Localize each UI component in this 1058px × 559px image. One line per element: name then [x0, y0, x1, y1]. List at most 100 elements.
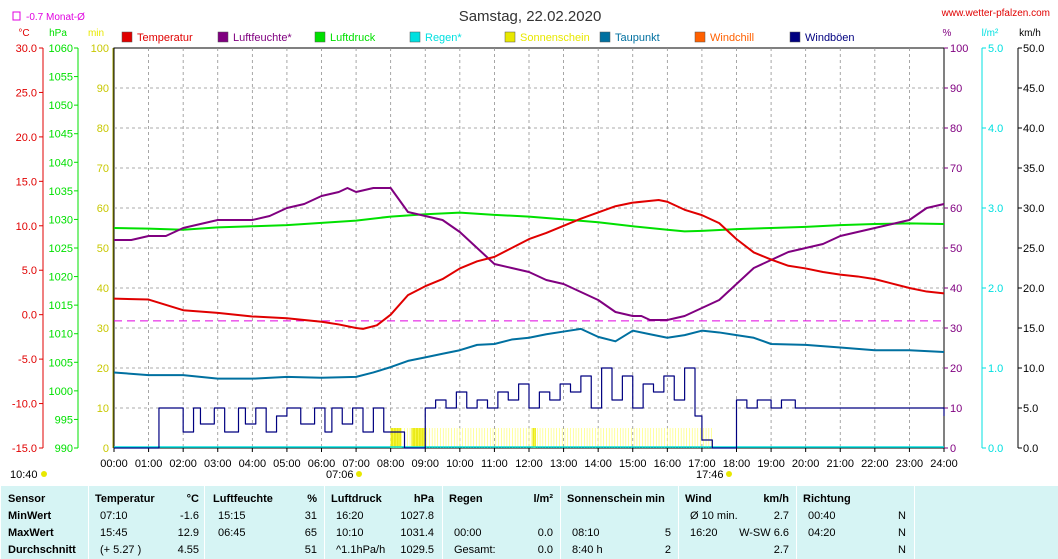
tick-wind: 25.0: [1023, 243, 1044, 255]
summary-column: [0, 486, 89, 559]
weather-chart: Samstag, 22.02.2020 www.wetter-pfalzen.c…: [10, 8, 1050, 481]
legend-swatch: [409, 31, 421, 43]
tick-press: 990: [55, 443, 73, 455]
hdr-dir: Richtung: [803, 493, 851, 505]
tick-hum: 60: [950, 203, 962, 215]
hum-val: 65: [304, 527, 317, 539]
summary-column: [442, 486, 561, 559]
sunrise-time: 07:06: [326, 469, 354, 481]
legend-swatch: [789, 31, 801, 43]
hum-time: 06:45: [218, 527, 246, 539]
hdr-sun: Sonnenschein min: [567, 493, 665, 505]
legend: Temperatur Luftfeuchte* Luftdruck Regen* Son…: [121, 31, 855, 44]
dir-time: 00:40: [808, 510, 836, 522]
tick-press: 1005: [49, 357, 73, 369]
rain-time: Gesamt:: [454, 544, 496, 556]
temp-val: 4.55: [177, 544, 199, 556]
press-val: 1031.4: [400, 527, 434, 539]
tick-x: 04:00: [239, 458, 267, 470]
tick-wind: 15.0: [1023, 323, 1044, 335]
tick-x: 03:00: [204, 458, 232, 470]
tick-hum: 30: [950, 323, 962, 335]
unit-press: hPa: [49, 28, 67, 39]
axis-ticks: 30.0 25.0 20.0 15.0 10.0 5.0 0.0 -5.0 -10.0 -15.0…: [12, 43, 1045, 470]
tick-x: 05:00: [273, 458, 301, 470]
legend-item: Sonnenschein: [504, 31, 590, 44]
tick-sun: 40: [97, 283, 109, 295]
tick-wind: 20.0: [1023, 283, 1044, 295]
unit-sun: min: [88, 28, 104, 39]
axis-units: °C hPa min% l/m² km/h: [18, 28, 1040, 39]
tick-hum: 90: [950, 83, 962, 95]
unit-rain: l/m²: [982, 28, 999, 39]
tick-hum: 100: [950, 43, 968, 55]
tick-x: 19:00: [757, 458, 785, 470]
tick-x: 20:00: [792, 458, 820, 470]
tick-temp: 20.0: [16, 132, 37, 144]
unit-hum: %: [943, 28, 952, 39]
legend-swatch: [599, 31, 611, 43]
temp-time: 15:45: [100, 527, 128, 539]
tick-x: 23:00: [896, 458, 924, 470]
tick-press: 1050: [49, 100, 73, 112]
legend-item: Regen*: [409, 31, 462, 44]
sun-time: 08:10: [572, 527, 600, 539]
press-time: 10:10: [336, 527, 364, 539]
tick-sun: 70: [97, 163, 109, 175]
tick-rain: 3.0: [988, 203, 1003, 215]
press-time: ^1.1hPa/h: [336, 544, 386, 556]
tick-hum: 20: [950, 363, 962, 375]
temp-time: 07:10: [100, 510, 128, 522]
tick-x: 09:00: [411, 458, 439, 470]
tick-wind: 40.0: [1023, 123, 1044, 135]
tick-wind: 10.0: [1023, 363, 1044, 375]
tick-temp: 5.0: [22, 265, 37, 277]
hdr-hum: Luftfeuchte: [213, 493, 273, 505]
summary-table: Sensor Temperatur °C Luftfeuchte% Luftdruck h…: [0, 486, 1058, 559]
tick-press: 1040: [49, 157, 73, 169]
temperature-line: [113, 199, 945, 330]
tick-press: 1060: [49, 43, 73, 55]
humidity-line: [114, 187, 945, 321]
legend-item: Temperatur: [121, 31, 193, 44]
legend-label: Temperatur: [137, 32, 193, 44]
marker-bottom-left: 10:40: [10, 469, 38, 481]
dewpoint-line: [113, 327, 945, 380]
hdr-sensor: Sensor: [8, 493, 46, 505]
sun-icon: [41, 471, 47, 477]
hdr-rain: Regen: [449, 493, 483, 505]
legend-item: Windchill: [694, 31, 754, 44]
tick-x: 07:00: [342, 458, 370, 470]
tick-hum: 80: [950, 123, 962, 135]
temp-val: -1.6: [180, 510, 199, 522]
tick-x: 14:00: [584, 458, 612, 470]
site-link[interactable]: www.wetter-pfalzen.com: [941, 8, 1050, 19]
sun-val: 2: [664, 544, 671, 556]
tick-x: 13:00: [550, 458, 578, 470]
dir-time: 04:20: [808, 527, 836, 539]
sunshine-bar: [390, 428, 402, 448]
legend-swatch: [314, 31, 326, 43]
tick-temp: 25.0: [16, 87, 37, 99]
tick-rain: 5.0: [988, 43, 1003, 55]
tick-sun: 50: [97, 243, 109, 255]
tick-press: 1025: [49, 243, 73, 255]
tick-x: 18:00: [723, 458, 751, 470]
tick-hum: 70: [950, 163, 962, 175]
tick-press: 1015: [49, 300, 73, 312]
hdr-hum-unit: %: [307, 493, 317, 505]
tick-temp: -10.0: [12, 399, 37, 411]
tick-temp: -5.0: [18, 354, 37, 366]
tick-press: 1030: [49, 214, 73, 226]
tick-x: 08:00: [377, 458, 405, 470]
rain-val: 0.0: [537, 527, 553, 539]
summary-column: [678, 486, 797, 559]
summary-column: [324, 486, 443, 559]
legend-label: Windböen: [805, 32, 855, 44]
tick-x: 17:00: [688, 458, 716, 470]
tick-x: 12:00: [515, 458, 543, 470]
tick-x: 10:00: [446, 458, 474, 470]
tick-wind: 50.0: [1023, 43, 1044, 55]
wind-time: 16:20: [690, 527, 718, 539]
month-avg-icon: [12, 11, 21, 21]
